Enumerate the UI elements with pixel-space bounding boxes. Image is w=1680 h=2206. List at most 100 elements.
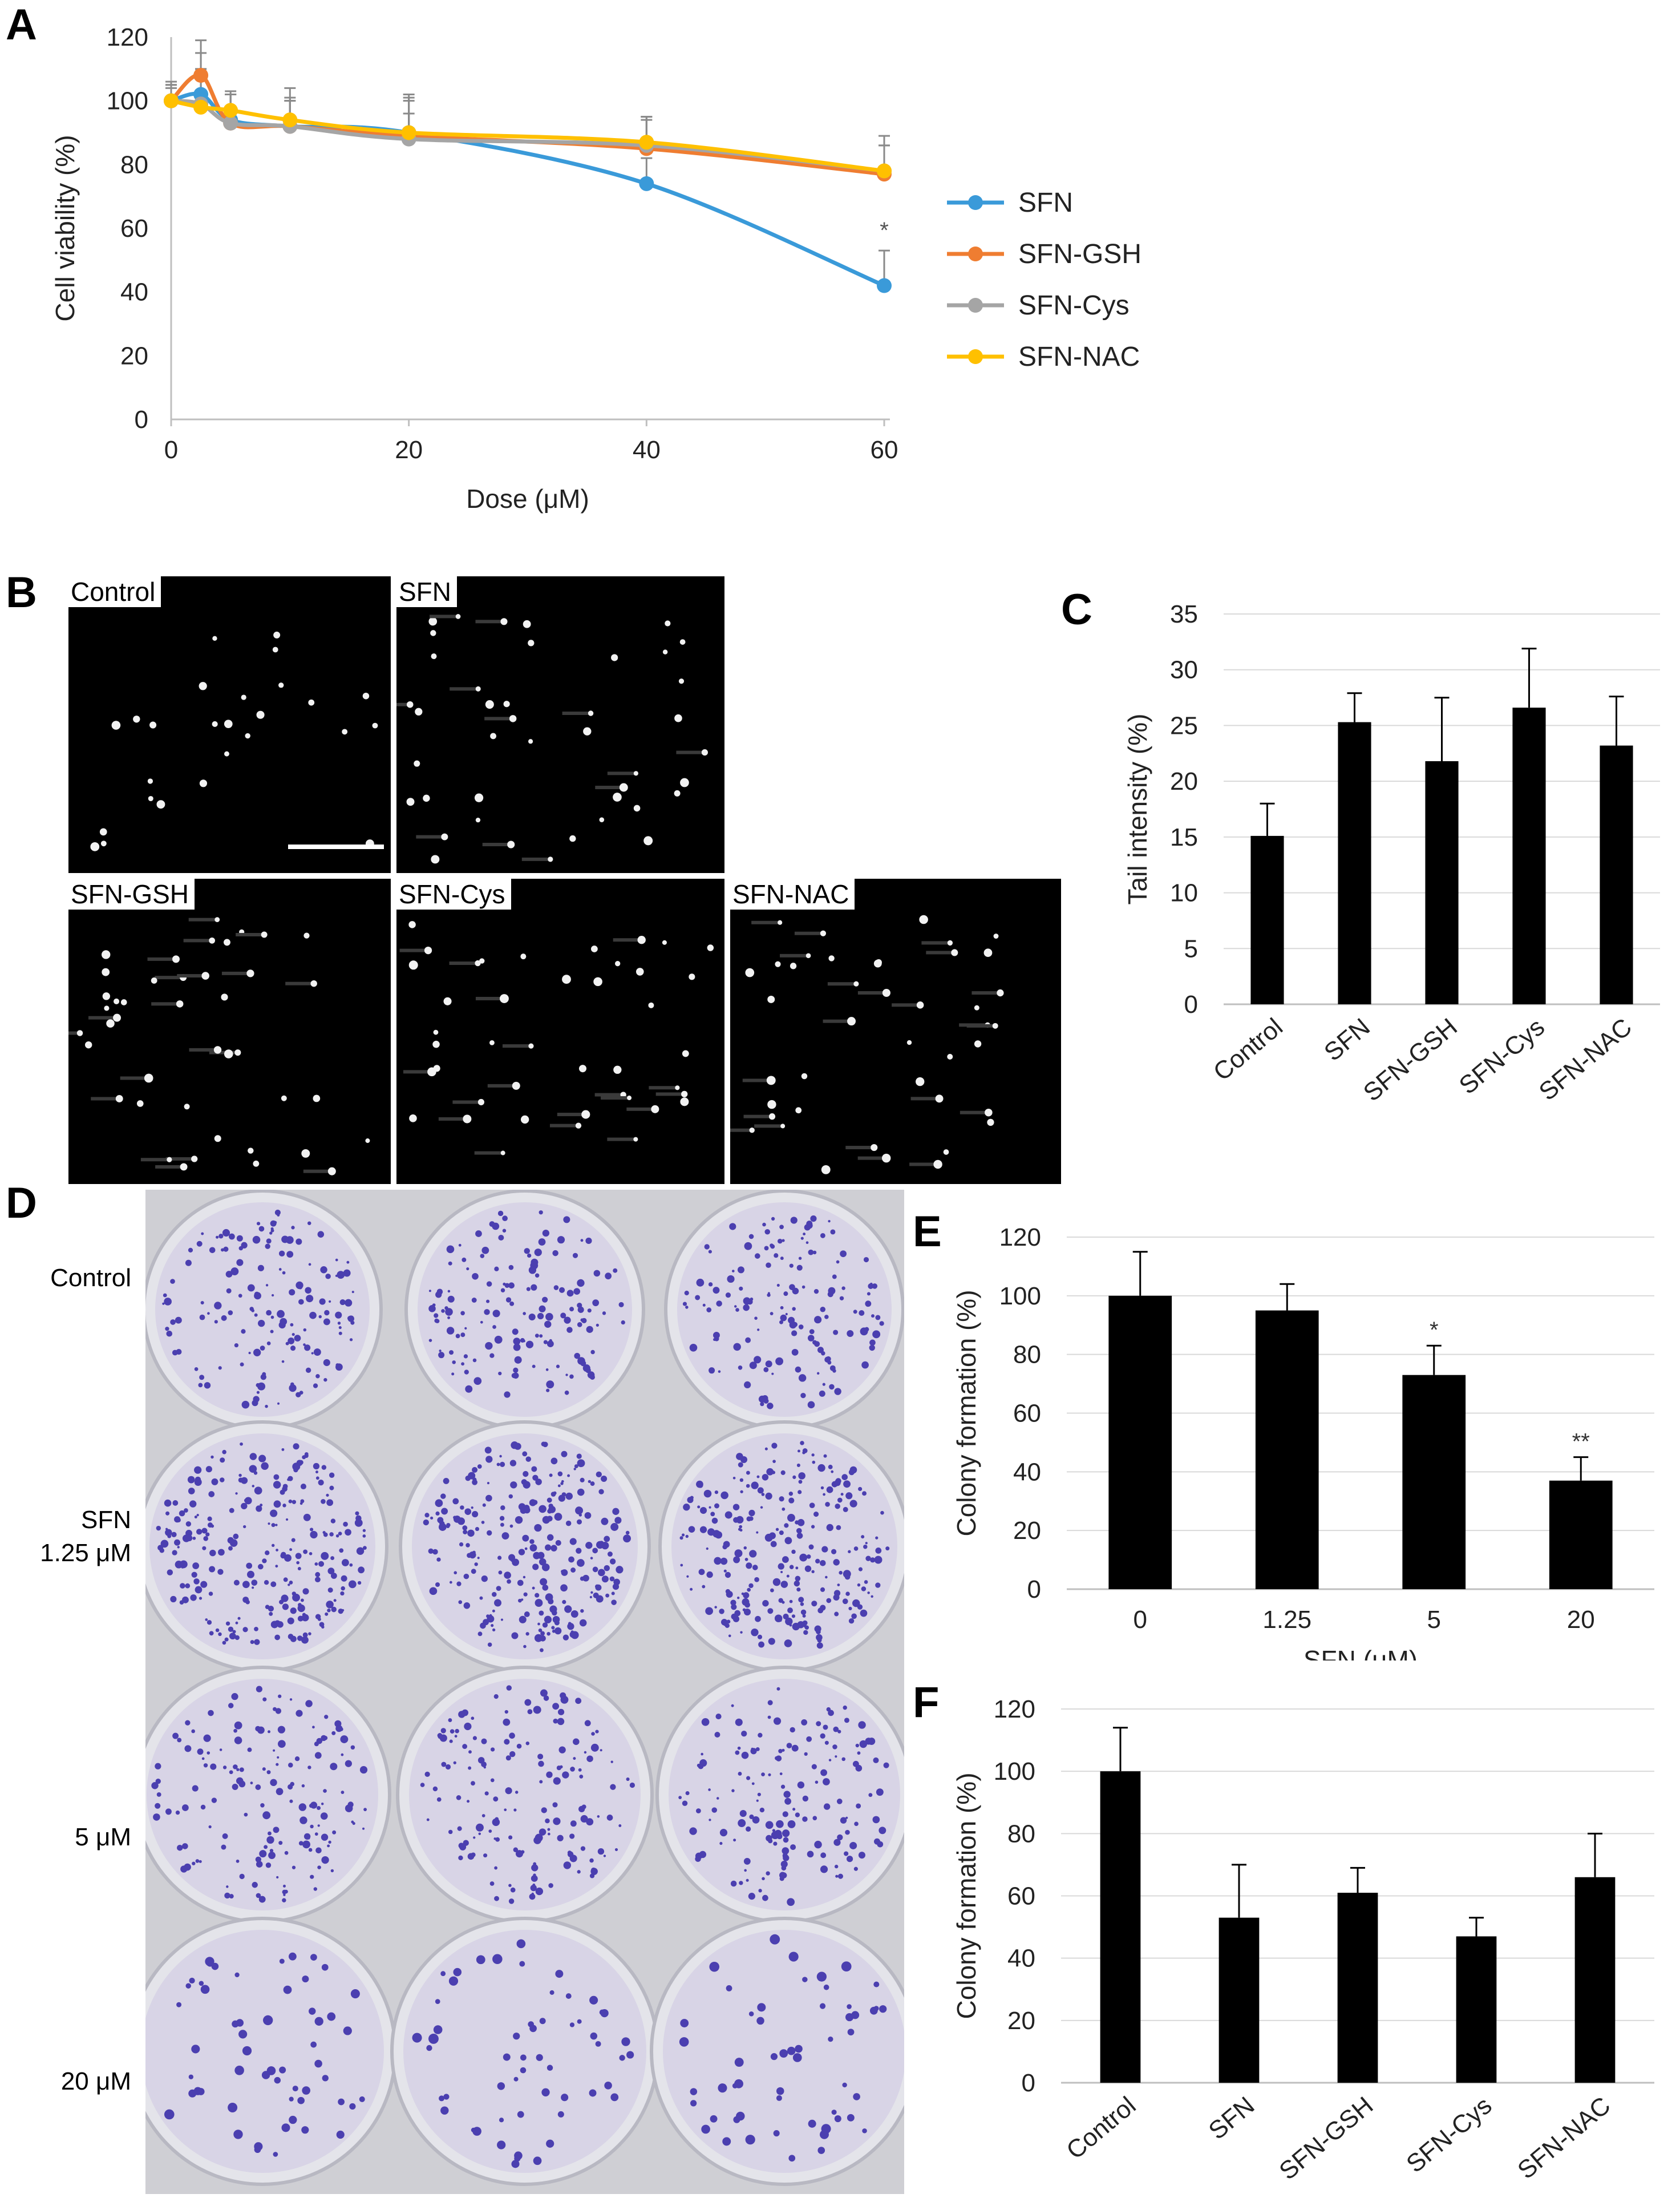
colony xyxy=(539,1505,546,1513)
colony xyxy=(463,1354,468,1359)
colony xyxy=(362,1534,366,1538)
colony xyxy=(232,1783,238,1790)
colony xyxy=(509,1460,517,1466)
colony xyxy=(477,1464,482,1469)
comet-tail xyxy=(971,991,1001,995)
comet-tail xyxy=(601,1096,630,1100)
colony xyxy=(233,1579,240,1586)
comet-head xyxy=(221,993,228,1001)
colony xyxy=(797,1781,805,1789)
colony xyxy=(458,1855,463,1861)
y-tick-label: 80 xyxy=(1007,1820,1035,1848)
comet-head xyxy=(248,1148,254,1154)
colony xyxy=(602,1311,606,1315)
comet-head xyxy=(100,841,107,847)
comet-head xyxy=(778,920,783,925)
colony xyxy=(828,2036,833,2042)
comet-tail xyxy=(502,1044,531,1048)
colony xyxy=(800,1237,804,1240)
colony xyxy=(762,1877,765,1881)
colony xyxy=(756,1799,759,1802)
colony xyxy=(748,1234,754,1239)
colony xyxy=(234,1736,242,1744)
comet-head xyxy=(113,1013,122,1022)
colony xyxy=(565,1492,573,1500)
comet-head xyxy=(90,842,100,851)
x-tick-label: SFN-Cys xyxy=(1401,2091,1497,2178)
colony xyxy=(690,2100,697,2107)
colony xyxy=(771,1372,774,1375)
colony xyxy=(841,1474,848,1480)
colony xyxy=(584,1751,587,1754)
colony xyxy=(607,1552,613,1557)
colony xyxy=(773,1717,782,1725)
colony xyxy=(472,1466,478,1473)
colony xyxy=(861,1586,867,1591)
colony xyxy=(196,1529,203,1535)
colony xyxy=(782,1853,788,1858)
colony xyxy=(449,1581,452,1584)
colony xyxy=(577,1322,582,1327)
bar xyxy=(1255,1310,1319,1589)
y-tick-label: 25 xyxy=(1170,712,1198,740)
colony xyxy=(546,1388,550,1392)
comet-head xyxy=(569,835,576,842)
colony xyxy=(754,1577,759,1582)
colony xyxy=(299,1637,303,1640)
colony xyxy=(258,1454,266,1462)
colony xyxy=(865,1555,871,1561)
colony xyxy=(238,1780,246,1788)
colony xyxy=(265,1605,270,1609)
colony xyxy=(205,1618,208,1621)
colony xyxy=(255,1784,261,1790)
colony xyxy=(452,1498,459,1505)
colony xyxy=(500,1461,505,1467)
colony xyxy=(221,1315,227,1321)
colony xyxy=(837,1497,843,1503)
colony xyxy=(710,2115,718,2123)
colony xyxy=(789,1284,795,1290)
colony xyxy=(327,1608,331,1613)
colony xyxy=(609,1576,615,1582)
y-tick-label: 120 xyxy=(107,23,148,51)
comet-head xyxy=(261,931,268,938)
colony xyxy=(791,1348,799,1356)
colony xyxy=(832,1274,837,1279)
colony xyxy=(539,1334,543,1338)
colony xyxy=(228,1546,233,1551)
colony xyxy=(321,1735,327,1742)
colony xyxy=(522,1451,528,1457)
colony xyxy=(539,1210,543,1215)
colony xyxy=(435,1582,440,1587)
colony xyxy=(839,1296,844,1300)
colony xyxy=(550,1492,556,1497)
colony xyxy=(283,1577,288,1582)
colony xyxy=(260,1346,265,1351)
colony xyxy=(858,1852,865,1859)
colony xyxy=(461,1362,465,1366)
colony xyxy=(600,2009,609,2018)
comet-head xyxy=(575,1122,582,1129)
y-axis-label: Cell viability (%) xyxy=(50,135,80,321)
colony xyxy=(480,1320,483,1324)
comet-head xyxy=(423,794,430,802)
comet-tail xyxy=(626,1107,655,1111)
colony xyxy=(238,1294,242,1298)
comet-tail xyxy=(742,1078,771,1082)
colony xyxy=(848,1331,853,1336)
colony xyxy=(605,1593,610,1598)
colony xyxy=(557,1236,565,1244)
colony xyxy=(478,1832,481,1835)
y-tick-label: 60 xyxy=(1013,1400,1041,1428)
colony xyxy=(546,1340,554,1348)
colony xyxy=(569,1631,577,1638)
colony xyxy=(858,1567,863,1571)
colony xyxy=(197,1748,204,1755)
colony xyxy=(798,1480,803,1484)
y-tick-label: 0 xyxy=(1027,1575,1041,1603)
colony xyxy=(460,1311,465,1316)
colony xyxy=(341,1609,345,1612)
colony xyxy=(335,1363,343,1371)
colony xyxy=(505,1755,511,1761)
